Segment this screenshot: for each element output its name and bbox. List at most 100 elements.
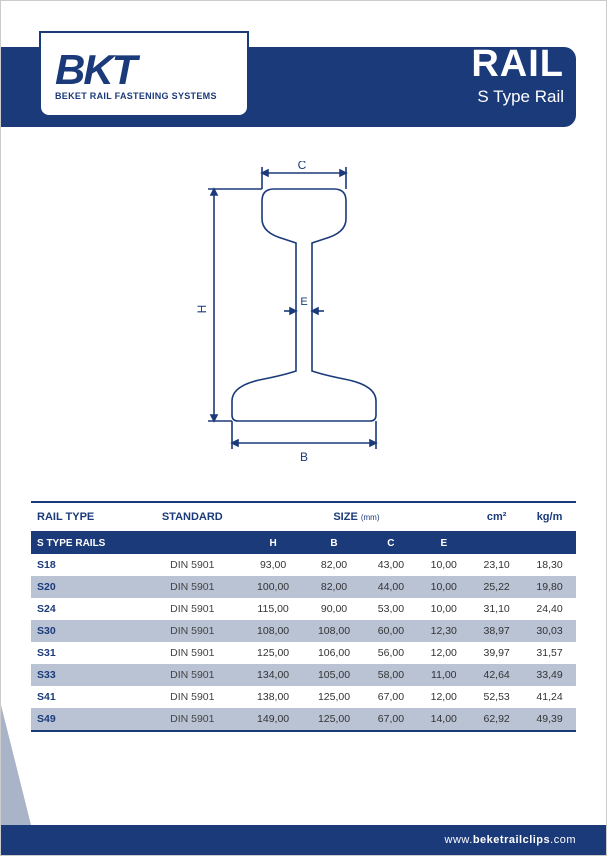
cell-c: 67,00 [364, 708, 417, 731]
cell-kgm: 24,40 [523, 598, 576, 620]
corner-accent [1, 705, 31, 825]
cell-name: S41 [31, 686, 142, 708]
table-row: S20DIN 5901100,0082,0044,0010,0025,2219,… [31, 576, 576, 598]
cell-name: S49 [31, 708, 142, 731]
subhead-b: B [304, 532, 365, 554]
cell-e: 14,00 [417, 708, 470, 731]
page-subtitle: S Type Rail [471, 87, 564, 107]
cell-kgm: 31,57 [523, 642, 576, 664]
cell-b: 82,00 [304, 554, 365, 576]
col-rail-type: RAIL TYPE [31, 502, 142, 532]
col-size-unit: (mm) [361, 513, 380, 522]
footer-suffix: .com [550, 834, 576, 846]
cell-h: 100,00 [243, 576, 304, 598]
table-row: S18DIN 590193,0082,0043,0010,0023,1018,3… [31, 554, 576, 576]
cell-c: 56,00 [364, 642, 417, 664]
cell-h: 149,00 [243, 708, 304, 731]
table-row: S24DIN 5901115,0090,0053,0010,0031,1024,… [31, 598, 576, 620]
cell-e: 10,00 [417, 576, 470, 598]
cell-std: DIN 5901 [142, 620, 243, 642]
table-row: S31DIN 5901125,00106,0056,0012,0039,9731… [31, 642, 576, 664]
table-head: RAIL TYPE STANDARD SIZE (mm) cm² kg/m S … [31, 502, 576, 554]
cell-b: 106,00 [304, 642, 365, 664]
table-body: S18DIN 590193,0082,0043,0010,0023,1018,3… [31, 554, 576, 731]
cell-c: 67,00 [364, 686, 417, 708]
cell-e: 12,30 [417, 620, 470, 642]
col-size: SIZE (mm) [243, 502, 471, 532]
cell-cm2: 38,97 [470, 620, 523, 642]
cell-c: 44,00 [364, 576, 417, 598]
cell-e: 12,00 [417, 642, 470, 664]
col-cm2: cm² [470, 502, 523, 532]
rail-svg: C H E B [174, 161, 434, 481]
rail-diagram: C H E B [1, 161, 606, 481]
cell-std: DIN 5901 [142, 598, 243, 620]
title-block: RAIL S Type Rail [471, 45, 564, 107]
cell-name: S33 [31, 664, 142, 686]
cell-h: 115,00 [243, 598, 304, 620]
subhead-e: E [417, 532, 470, 554]
table-row: S30DIN 5901108,00108,0060,0012,3038,9730… [31, 620, 576, 642]
logo-badge: BKT BEKET RAIL FASTENING SYSTEMS [39, 31, 249, 117]
table-row: S49DIN 5901149,00125,0067,0014,0062,9249… [31, 708, 576, 731]
cell-std: DIN 5901 [142, 642, 243, 664]
subhead-c: C [364, 532, 417, 554]
footer-url: www.beketrailclips.com [445, 834, 576, 846]
cell-cm2: 62,92 [470, 708, 523, 731]
cell-b: 125,00 [304, 708, 365, 731]
page: BKT BEKET RAIL FASTENING SYSTEMS RAIL S … [0, 0, 607, 856]
cell-h: 125,00 [243, 642, 304, 664]
cell-h: 93,00 [243, 554, 304, 576]
cell-b: 82,00 [304, 576, 365, 598]
cell-kgm: 41,24 [523, 686, 576, 708]
logo-text: BKT [55, 51, 233, 89]
dim-c-label: C [297, 161, 306, 172]
subhead-h: H [243, 532, 304, 554]
cell-b: 105,00 [304, 664, 365, 686]
logo-tagline: BEKET RAIL FASTENING SYSTEMS [55, 91, 233, 101]
cell-e: 11,00 [417, 664, 470, 686]
dim-e-label: E [300, 296, 307, 308]
cell-name: S24 [31, 598, 142, 620]
cell-c: 60,00 [364, 620, 417, 642]
col-size-label: SIZE [333, 511, 357, 523]
subhead-blank2 [470, 532, 523, 554]
cell-h: 108,00 [243, 620, 304, 642]
cell-c: 58,00 [364, 664, 417, 686]
page-title: RAIL [471, 45, 564, 83]
cell-cm2: 25,22 [470, 576, 523, 598]
cell-kgm: 18,30 [523, 554, 576, 576]
cell-name: S18 [31, 554, 142, 576]
footer-prefix: www. [445, 834, 473, 846]
dim-b-label: B [299, 450, 307, 464]
footer-domain: beketrailclips [473, 834, 550, 846]
col-standard: STANDARD [142, 502, 243, 532]
table-row: S33DIN 5901134,00105,0058,0011,0042,6433… [31, 664, 576, 686]
cell-name: S20 [31, 576, 142, 598]
cell-name: S30 [31, 620, 142, 642]
cell-e: 10,00 [417, 598, 470, 620]
subhead-group: S TYPE RAILS [31, 532, 142, 554]
cell-b: 108,00 [304, 620, 365, 642]
cell-cm2: 42,64 [470, 664, 523, 686]
cell-kgm: 30,03 [523, 620, 576, 642]
table-subhead: S TYPE RAILS H B C E [31, 532, 576, 554]
cell-cm2: 39,97 [470, 642, 523, 664]
dim-h-label: H [195, 305, 209, 314]
cell-h: 138,00 [243, 686, 304, 708]
cell-kgm: 33,49 [523, 664, 576, 686]
cell-h: 134,00 [243, 664, 304, 686]
cell-c: 53,00 [364, 598, 417, 620]
cell-kgm: 19,80 [523, 576, 576, 598]
cell-std: DIN 5901 [142, 664, 243, 686]
spec-table: RAIL TYPE STANDARD SIZE (mm) cm² kg/m S … [31, 501, 576, 732]
cell-std: DIN 5901 [142, 554, 243, 576]
cell-name: S31 [31, 642, 142, 664]
cell-cm2: 23,10 [470, 554, 523, 576]
spec-table-wrap: RAIL TYPE STANDARD SIZE (mm) cm² kg/m S … [31, 501, 576, 732]
cell-c: 43,00 [364, 554, 417, 576]
cell-cm2: 52,53 [470, 686, 523, 708]
cell-kgm: 49,39 [523, 708, 576, 731]
col-kgm: kg/m [523, 502, 576, 532]
cell-std: DIN 5901 [142, 708, 243, 731]
